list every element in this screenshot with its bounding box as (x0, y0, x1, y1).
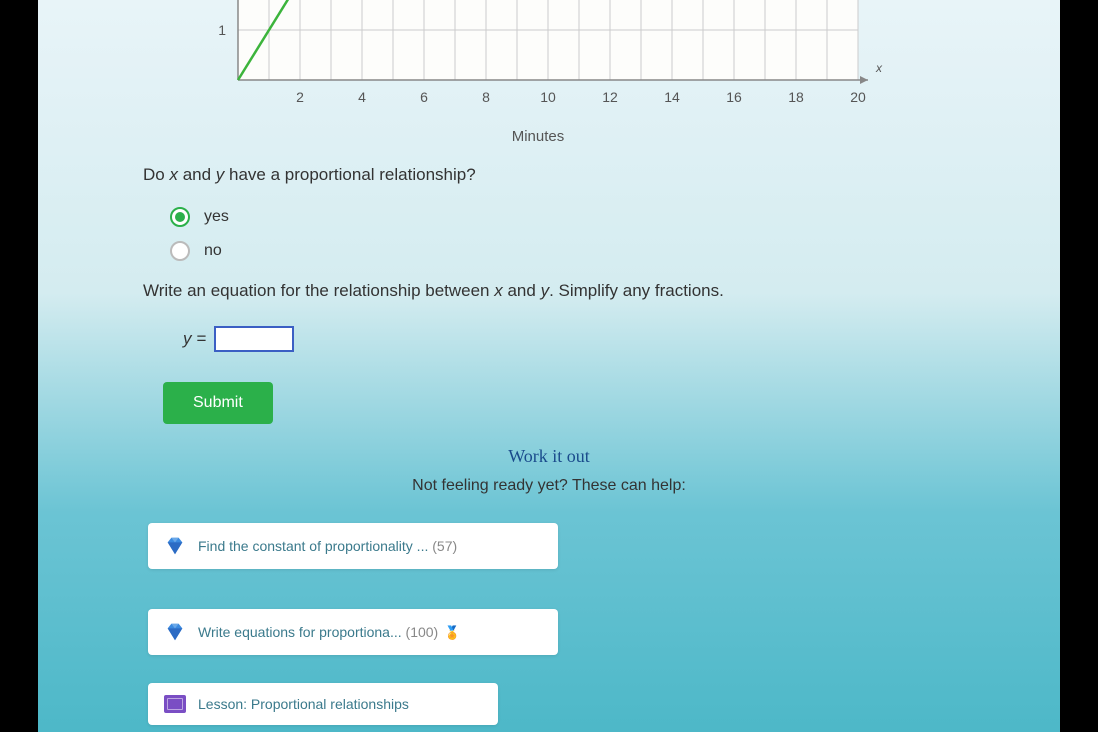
radio-no-circle (170, 241, 190, 261)
help-card-constant-text: Find the constant of proportionality ...… (198, 538, 457, 554)
work-it-out-heading: Work it out (98, 446, 1000, 467)
x-tick-4: 4 (358, 89, 366, 105)
help-card-lesson[interactable]: Lesson: Proportional relationships (148, 683, 498, 725)
x-axis-label: Minutes (488, 128, 588, 145)
card3-text: Lesson: Proportional relationships (198, 696, 409, 712)
lesson-row: Lesson: Proportional relationships (148, 683, 1000, 725)
x-tick-14: 14 (664, 89, 680, 105)
content-area: 2 1 2 4 6 8 10 12 14 16 18 20 x Minutes … (38, 0, 1060, 732)
x-tick-16: 16 (726, 89, 742, 105)
x-tick-2: 2 (296, 89, 304, 105)
q1-mid: and (178, 165, 216, 184)
not-ready-text: Not feeling ready yet? These can help: (98, 477, 1000, 495)
q1-var-y: y (216, 165, 225, 184)
x-axis-arrow (860, 76, 868, 84)
x-tick-6: 6 (420, 89, 428, 105)
x-tick-18: 18 (788, 89, 804, 105)
equation-input[interactable] (214, 326, 294, 352)
help-card-constant[interactable]: Find the constant of proportionality ...… (148, 523, 558, 569)
q1-prefix: Do (143, 165, 169, 184)
q2-prefix: Write an equation for the relationship b… (143, 281, 494, 300)
help-card-equations-text: Write equations for proportiona... (100)… (198, 624, 460, 641)
x-axis-var-label: x (875, 61, 883, 75)
radio-yes-circle (170, 207, 190, 227)
q2-suffix: . Simplify any fractions. (549, 281, 724, 300)
radio-yes-label: yes (204, 208, 229, 226)
y-tick-1: 1 (218, 22, 226, 38)
card2-count: (100) (406, 624, 439, 640)
x-tick-10: 10 (540, 89, 556, 105)
radio-no[interactable]: no (170, 241, 1000, 261)
q2-mid: and (503, 281, 541, 300)
q2-var-x: x (494, 281, 503, 300)
diamond-icon (164, 535, 186, 557)
help-cards-row: Find the constant of proportionality ...… (148, 523, 1000, 655)
chart: 2 1 2 4 6 8 10 12 14 16 18 20 x Minutes (198, 0, 1000, 140)
radio-no-label: no (204, 242, 222, 260)
chart-svg: 2 1 2 4 6 8 10 12 14 16 18 20 x (198, 0, 898, 125)
card1-count: (57) (432, 538, 457, 554)
q1-suffix: have a proportional relationship? (224, 165, 475, 184)
question-equation: Write an equation for the relationship b… (143, 281, 1000, 301)
submit-button[interactable]: Submit (163, 382, 273, 424)
radio-group: yes no (170, 207, 1000, 261)
letterbox-right (1060, 0, 1098, 732)
equation-row: y = (183, 326, 1000, 352)
x-tick-8: 8 (482, 89, 490, 105)
q1-var-x: x (169, 165, 178, 184)
lesson-icon (164, 695, 186, 713)
help-card-equations[interactable]: Write equations for proportiona... (100)… (148, 609, 558, 655)
letterbox-left (0, 0, 38, 732)
q2-var-y: y (541, 281, 550, 300)
diamond-icon (164, 621, 186, 643)
question-proportional: Do x and y have a proportional relations… (143, 165, 1000, 185)
radio-yes-dot (175, 212, 185, 222)
card2-text: Write equations for proportiona... (198, 624, 402, 640)
x-tick-12: 12 (602, 89, 618, 105)
radio-yes[interactable]: yes (170, 207, 1000, 227)
card1-text: Find the constant of proportionality ... (198, 538, 428, 554)
equation-lhs: y = (183, 329, 206, 349)
medal-icon: 🏅 (444, 625, 460, 640)
x-tick-20: 20 (850, 89, 866, 105)
